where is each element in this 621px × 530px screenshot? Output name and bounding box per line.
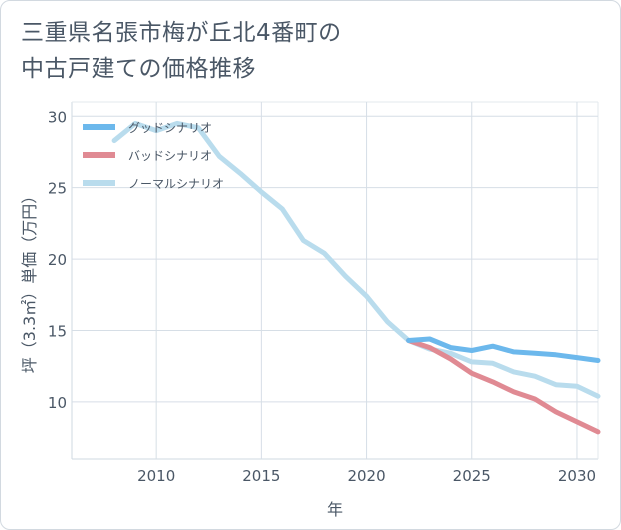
x-axis-title: 年 (327, 500, 343, 519)
series-layer (111, 120, 601, 435)
legend-label-2: ノーマルシナリオ (128, 177, 224, 191)
y-axis-title: 坪（3.3㎡）単価（万円） (20, 188, 39, 373)
x-tick-label-2020: 2020 (347, 467, 385, 485)
x-tick-label-2015: 2015 (242, 467, 280, 485)
chart-title-line1: 三重県名張市梅が丘北4番町の (21, 20, 342, 46)
x-tick-label-2025: 2025 (453, 467, 491, 485)
y-tick-label-20: 20 (48, 251, 67, 269)
x-tick-label-2030: 2030 (558, 467, 596, 485)
series-line-2 (111, 120, 601, 399)
y-tick-label-25: 25 (48, 180, 67, 198)
series-line-1 (406, 338, 601, 435)
grid (71, 101, 599, 460)
legend-label-0: グッドシナリオ (128, 121, 212, 135)
legend-label-1: バッドシナリオ (128, 149, 212, 163)
x-tick-label-2010: 2010 (137, 467, 175, 485)
chart-title-line2: 中古戸建ての価格推移 (21, 56, 256, 82)
y-tick-label-30: 30 (48, 108, 67, 126)
y-tick-label-10: 10 (48, 394, 67, 412)
y-tick-label-15: 15 (48, 322, 67, 340)
series-line-0 (406, 336, 601, 363)
chart-title: 三重県名張市梅が丘北4番町の 中古戸建ての価格推移 (21, 15, 581, 87)
